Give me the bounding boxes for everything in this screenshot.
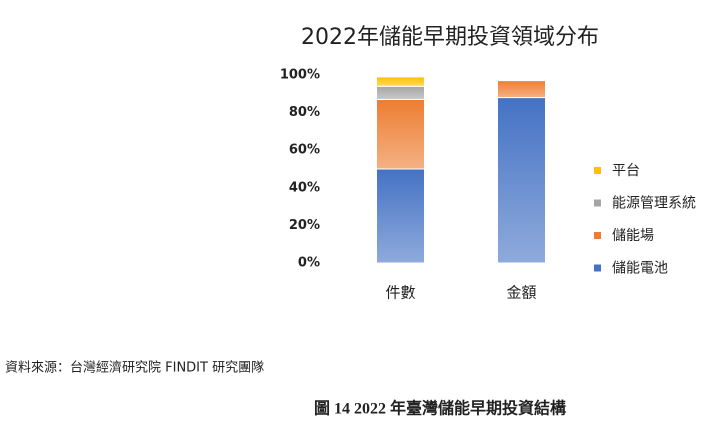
x-tick-label: 金額 (506, 284, 536, 302)
y-tick-label: 100% (280, 68, 320, 83)
legend-label: 儲能電池 (612, 261, 668, 277)
chart-title: 2022年儲能早期投資領域分布 (301, 25, 599, 50)
y-tick-label: 0% (298, 256, 320, 271)
bar-segment (376, 168, 425, 264)
legend-swatch (594, 167, 601, 174)
legend-swatch (594, 264, 601, 272)
bar-segment (376, 76, 425, 87)
legend-label: 能源管理系統 (612, 196, 696, 212)
legend-swatch (594, 232, 601, 239)
figure-caption: 圖 14 2022 年臺灣儲能早期投資結構 (314, 399, 566, 418)
legend-swatch (594, 199, 601, 207)
source-note: 資料來源：台灣經濟研究院 FINDIT 研究團隊 (5, 360, 264, 376)
bar-segment (376, 98, 425, 170)
x-tick-label: 件數 (385, 284, 415, 302)
bar-segment (497, 97, 546, 264)
legend-label: 平台 (612, 163, 640, 179)
y-tick-label: 60% (289, 143, 320, 158)
y-tick-label: 40% (289, 180, 320, 195)
bar-segment (497, 80, 546, 99)
y-tick-label: 80% (289, 105, 320, 120)
y-tick-label: 20% (289, 218, 320, 233)
bar-segment (376, 85, 425, 100)
legend-label: 儲能場 (612, 228, 654, 244)
